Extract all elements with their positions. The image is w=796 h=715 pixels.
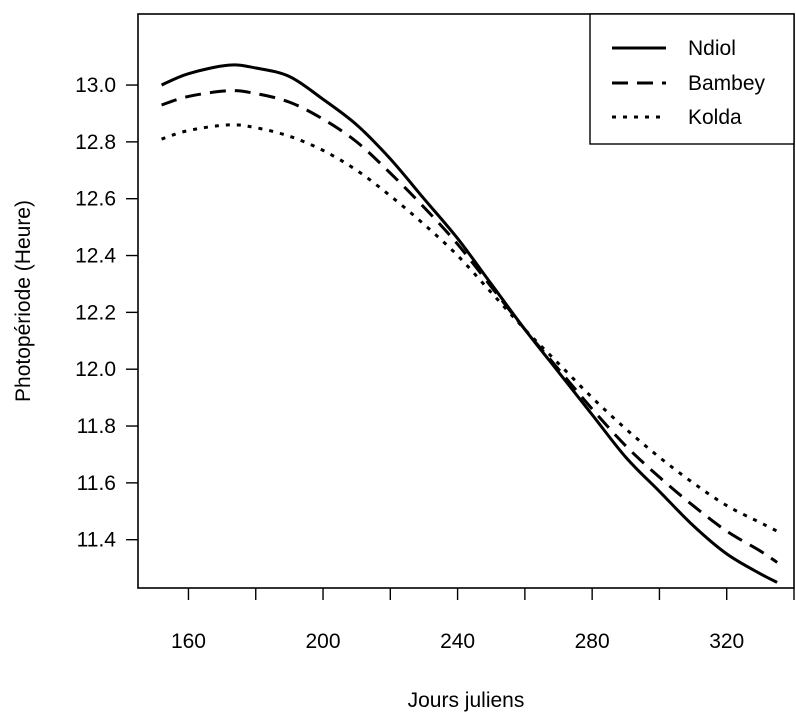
legend-label-bambey: Bambey [688,72,766,95]
legend-box [589,13,795,145]
series-line-bambey [161,89,779,564]
legend-label-kolda: Kolda [688,106,742,129]
y-tick-label: 11.8 [77,415,116,438]
series-layer [160,63,779,584]
x-tick-label: 240 [440,630,475,653]
x-axis-title: Jours juliens [408,689,525,712]
y-tick-label: 12.8 [75,131,116,154]
x-tick-label: 160 [171,630,206,653]
y-axis-title: Photopériode (Heure) [12,200,35,402]
x-tick-label: 200 [306,630,341,653]
x-axis: 160 200 240 280 320 [171,588,795,653]
y-tick-label: 12.4 [75,245,116,268]
series-line-kolda [161,123,778,533]
plot-frame [137,13,795,589]
y-tick-label: 11.4 [77,529,117,552]
y-tick-label: 13.0 [75,74,116,97]
y-axis: 11.4 11.6 11.8 12.0 12.2 12.4 12.6 12.8 13.0 [75,74,138,552]
x-tick-label: 280 [575,630,610,653]
legend: Ndiol Bambey Kolda [589,13,795,145]
y-tick-label: 12.0 [75,358,116,381]
y-tick-label: 12.2 [75,301,116,324]
y-tick-label: 12.6 [75,188,116,211]
y-tick-label: 11.6 [77,472,116,495]
x-tick-label: 320 [709,630,744,653]
legend-label-ndiol: Ndiol [688,37,736,60]
series-line-ndiol [160,63,778,584]
